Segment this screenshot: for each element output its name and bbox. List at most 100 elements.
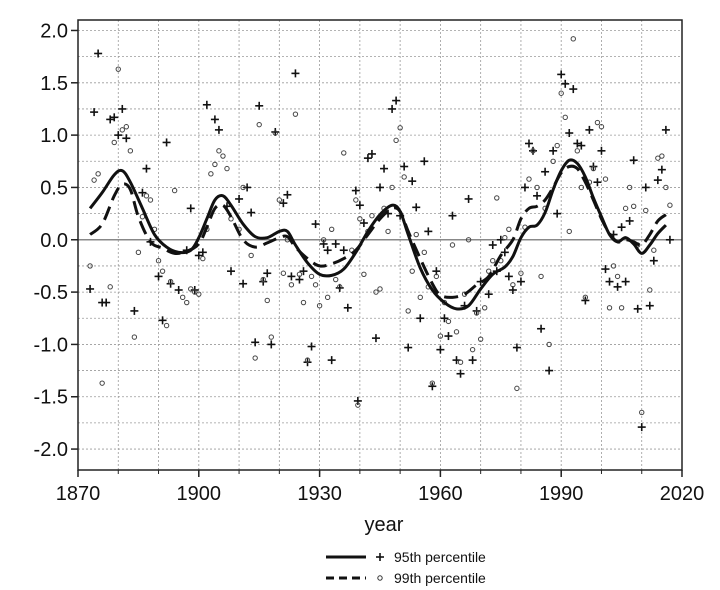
circle-point [127,148,134,154]
circle-point [256,121,262,128]
circle-point [200,255,206,262]
circle-point [224,165,230,172]
circle-point [413,231,419,238]
plus-point [601,265,610,274]
legend-label-99: 99th percentile [394,570,486,586]
circle-point [598,124,605,130]
circle-point [208,171,214,177]
circle-point [538,273,544,280]
plus-point [243,183,252,192]
circle-point [264,297,270,304]
circle-point [119,127,125,133]
plus-point [142,164,151,173]
circle-point [465,237,472,243]
circle-point [433,273,440,280]
circle-point [361,271,367,278]
plus-point [214,125,223,134]
circle-point [554,142,560,149]
plus-point [319,239,328,248]
circle-point [280,270,287,276]
circle-point [171,187,178,194]
x-tick-label: 1870 [56,483,101,505]
circle-point [655,155,661,161]
plus-point [327,356,336,365]
circle-point [167,278,174,285]
y-tick-label: 0.0 [40,230,68,252]
circle-point [473,310,480,316]
circle-point [272,130,279,136]
plus-point [331,239,340,248]
x-axis-title: year [365,514,404,536]
circle-point [590,165,597,172]
circle-point [570,36,576,42]
circle-point [481,305,488,311]
circle-point [99,380,105,386]
plus-point [323,246,332,255]
plus-point [359,219,368,228]
circle-point [240,184,246,191]
plus-point [448,211,457,220]
plus-point [549,146,558,155]
plus-point [186,204,195,213]
circle-point [216,148,222,154]
circle-point [192,289,198,295]
circle-point [333,276,339,283]
plus-point [251,338,260,347]
plus-point [524,139,533,148]
circle-point [131,334,138,340]
plus-point [388,104,397,113]
plus-point [516,277,525,286]
circle-point [526,176,532,182]
y-tick-label: 1.5 [40,73,68,95]
circle-point [647,287,653,293]
circle-point [606,305,613,311]
circle-point [506,226,512,233]
plus-point [376,183,384,192]
plus-point [484,290,493,299]
plus-point [227,267,236,276]
plus-point [617,223,626,232]
plus-point [569,85,578,94]
circle-point [421,249,427,256]
circle-point [389,184,395,191]
legend-plus-marker [376,553,384,561]
circle-point [534,184,540,191]
plus-point [456,369,465,378]
circle-point [196,291,202,297]
plus-point [512,343,521,352]
circle-point [179,294,186,301]
plus-point [235,194,244,203]
circle-point [220,153,226,159]
circle-point [449,242,456,248]
circle-point [659,153,665,159]
x-tick-label: 1990 [539,483,584,505]
plus-point [353,396,362,405]
plus-point [468,356,477,365]
smooth-line-99th [89,164,667,299]
plus-point [545,366,554,375]
plus-point [130,306,139,315]
plus-point [247,208,256,217]
plus-point [565,129,574,138]
circle-point [401,174,407,180]
circle-point [300,299,307,306]
plus-point [412,203,421,212]
circle-point [304,357,311,363]
circle-point [95,171,101,177]
plus-point [138,188,147,197]
plus-point [504,272,513,281]
circle-point [123,124,130,130]
circle-point [437,333,444,339]
plus-point [404,343,413,352]
circle-point [530,148,536,154]
plus-point [416,314,425,323]
plus-point [198,248,207,257]
plus-point [605,277,614,286]
y-tick-label: -0.5 [34,282,68,304]
plus-point [279,199,288,208]
plus-point [392,96,401,105]
circle-point [159,268,166,274]
circle-point [155,257,162,264]
circle-point [393,137,399,144]
axis-ticks: 1870 1900 1930 1960 1990 2020 2.0 1.5 1.0 0.5 0.0 -… [34,20,705,505]
